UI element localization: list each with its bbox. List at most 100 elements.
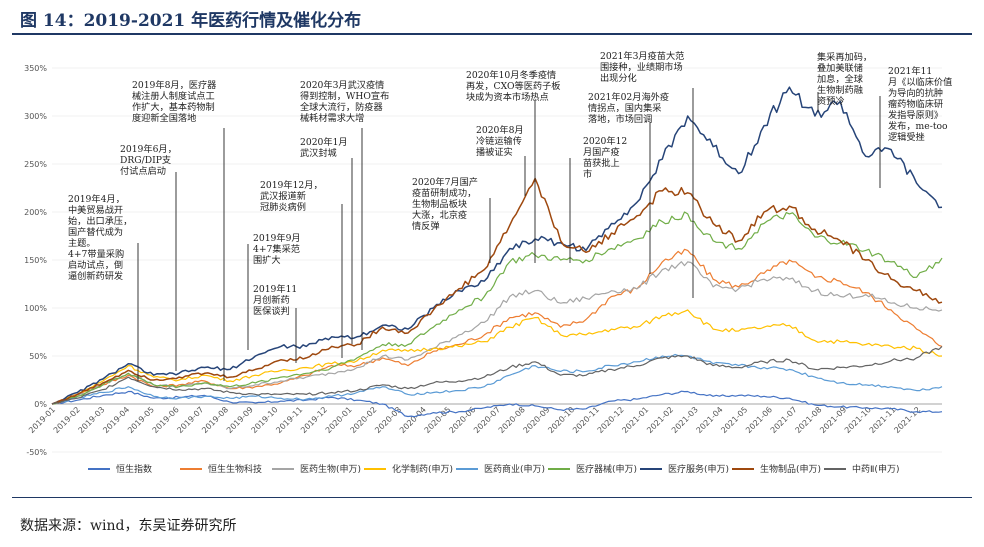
annotation-line: 医保谈判 xyxy=(253,305,290,317)
figure-title: 图 14：2019-2021 年医药行情及催化分布 xyxy=(20,11,362,31)
annotation-line: 2020年10月冬季疫情 xyxy=(466,69,556,81)
annotation-line: 2020年7月国产 xyxy=(412,176,478,188)
series-line-3 xyxy=(51,309,943,405)
series-line-7 xyxy=(51,177,943,405)
annotation-text: 2021年02月海外疫情拐点，国内集采落地，市场回调 xyxy=(588,91,669,125)
series-line-6 xyxy=(51,86,943,405)
y-tick-label: 0% xyxy=(34,400,47,409)
annotation-text: 2020年10月冬季疫情再发，CXO等医药子板块成为资本市场热点 xyxy=(466,69,560,103)
annotation-text: 2019年12月，武汉报道新冠肺炎病例 xyxy=(260,179,323,213)
annotation-line: 逼创新药研发 xyxy=(68,270,123,282)
annotation-line: 4+7带量采购 xyxy=(68,248,124,260)
annotation-line: 围接种，业绩期市场 xyxy=(600,61,683,73)
series-line-1 xyxy=(51,248,943,405)
line-chart: -50%0%50%100%150%200%250%300%350%2019-01… xyxy=(24,50,952,475)
figure-header: 图 14：2019-2021 年医药行情及催化分布 xyxy=(0,0,984,34)
annotation-line: 4+7集采范 xyxy=(253,243,300,255)
legend-label: 医药生物(申万) xyxy=(300,463,361,475)
annotation-line: 得到控制，WHO宣布 xyxy=(300,90,389,102)
annotation-line: 启动试点，倒 xyxy=(68,259,123,271)
annotation-line: 落地，市场回调 xyxy=(588,113,652,125)
annotation-line: 市 xyxy=(583,168,592,180)
annotation-line: 全球大流行，防疫器 xyxy=(300,101,383,113)
legend-label: 医药商业(申万) xyxy=(484,463,545,475)
annotation-text: 2019年9月 4+7集采范围扩大 xyxy=(253,232,301,266)
y-tick-label: 350% xyxy=(24,64,47,73)
annotation-line: 2020年3月武汉疫情 xyxy=(300,79,384,91)
annotation-text: 2019年6月， DRG/DIP支付试点启动 xyxy=(120,143,177,177)
y-tick-label: 100% xyxy=(24,304,47,313)
annotation-line: 2021年11 xyxy=(888,65,932,77)
annotation-line: 生物制药融 xyxy=(817,84,863,96)
series-line-8 xyxy=(51,345,943,405)
y-tick-label: 200% xyxy=(24,208,47,217)
annotation-text: 集采再加码，叠加美联储加息，全球生物制药融资预冷 xyxy=(817,51,872,107)
legend-label: 中药Ⅱ(申万) xyxy=(852,463,899,475)
y-tick-label: 50% xyxy=(29,352,47,361)
annotation-line: 2019年12月， xyxy=(260,179,323,191)
annotation-line: 2020年8月 xyxy=(476,124,524,136)
annotation-text: 2020年1月武汉封城 xyxy=(300,136,348,159)
data-source-note: 数据来源：wind，东吴证券研究所 xyxy=(20,518,237,534)
series-layer xyxy=(51,86,943,418)
annotation-line: 月国产疫 xyxy=(583,146,620,158)
annotation-text: 2019年4月，中美贸易战开始，出口承压，国产替代成为主题。 4+7带量采购启动试… xyxy=(68,193,132,282)
series-line-0 xyxy=(51,390,943,418)
annotation-line: 2021年02月海外疫 xyxy=(588,91,669,103)
bottom-rule xyxy=(12,497,972,498)
annotation-line: 月《以临床价值 xyxy=(888,76,952,88)
series-line-2 xyxy=(51,261,943,405)
annotation-line: 为导向的抗肿 xyxy=(888,87,943,99)
annotation-line: 大涨，北京疫 xyxy=(412,209,467,221)
annotation-line: 冷链运输传 xyxy=(476,135,522,147)
legend-label: 生物制品(申万) xyxy=(760,463,821,475)
annotation-line: 再发，CXO等医药子板 xyxy=(466,80,560,92)
annotation-text: 2021年11 月《以临床价值为导向的抗肿瘤药物临床研发指导原则》发布，me-to… xyxy=(888,65,952,143)
series-line-5 xyxy=(51,211,943,405)
annotation-line: 情拐点，国内集采 xyxy=(588,102,662,114)
annotation-line: 疫苗研制成功， xyxy=(412,187,476,199)
top-rule xyxy=(12,33,972,35)
annotation-text: 2020年7月国产疫苗研制成功，生物制品板块大涨，北京疫情反弹 xyxy=(412,176,478,232)
annotation-line: 情反弹 xyxy=(412,220,440,232)
annotation-line: 瘤药物临床研 xyxy=(888,98,943,110)
annotation-line: 付试点启动 xyxy=(120,165,166,177)
annotation-line: 械注册人制度试点工 xyxy=(132,90,215,102)
annotation-line: 围扩大 xyxy=(253,254,281,266)
annotation-line: 生物制品板块 xyxy=(412,198,467,210)
annotation-text: 2021年3月疫苗大范围接种，业绩期市场出现分化 xyxy=(600,50,684,84)
annotation-line: 2021年3月疫苗大范 xyxy=(600,50,684,62)
annotation-line: 叠加美联储 xyxy=(817,62,863,74)
y-tick-label: -50% xyxy=(26,448,47,457)
annotation-line: 2020年12 xyxy=(583,135,627,147)
annotation-line: 出现分化 xyxy=(600,72,637,84)
annotation-line: 2019年9月 xyxy=(253,232,301,244)
annotation-line: 武汉封城 xyxy=(300,147,337,159)
annotation-line: 月创新药 xyxy=(253,294,290,306)
annotation-line: 始，出口承压， xyxy=(68,215,132,227)
annotation-text: 2020年3月武汉疫情得到控制，WHO宣布全球大流行，防疫器械耗材需求大增 xyxy=(300,79,389,124)
annotation-text: 2020年12 月国产疫苗获批上市 xyxy=(583,135,627,180)
annotation-line: 中美贸易战开 xyxy=(68,204,123,216)
annotation-line: DRG/DIP支 xyxy=(120,154,171,166)
annotation-line: 主题。 xyxy=(68,237,96,249)
annotation-line: 武汉报道新 xyxy=(260,190,306,202)
legend-label: 化学制药(申万) xyxy=(392,463,453,475)
y-tick-label: 150% xyxy=(24,256,47,265)
legend-label: 恒生生物科技 xyxy=(208,463,262,475)
annotation-line: 2020年1月 xyxy=(300,136,348,148)
annotation-text: 2019年11 月创新药医保谈判 xyxy=(253,283,297,317)
annotation-line: 度迎新全国落地 xyxy=(132,112,196,124)
annotation-line: 国产替代成为 xyxy=(68,226,123,238)
annotation-line: 资预冷 xyxy=(817,95,845,107)
annotation-line: 苗获批上 xyxy=(583,157,620,169)
annotation-line: 块成为资本市场热点 xyxy=(466,91,549,103)
annotation-line: 作扩大，基本药物制 xyxy=(132,101,215,113)
annotation-line: 逻辑受挫 xyxy=(888,131,925,143)
legend-layer: 恒生指数 恒生生物科技 医药生物(申万) 化学制药(申万) 医药商业(申万) 医疗器械(申… xyxy=(88,463,899,475)
annotation-line: 集采再加码， xyxy=(817,51,872,63)
annotation-line: 械耗材需求大增 xyxy=(300,112,364,124)
annotation-line: 2019年8月，医疗器 xyxy=(132,79,216,91)
annotation-line: 2019年6月， xyxy=(120,143,177,155)
y-tick-label: 250% xyxy=(24,160,47,169)
